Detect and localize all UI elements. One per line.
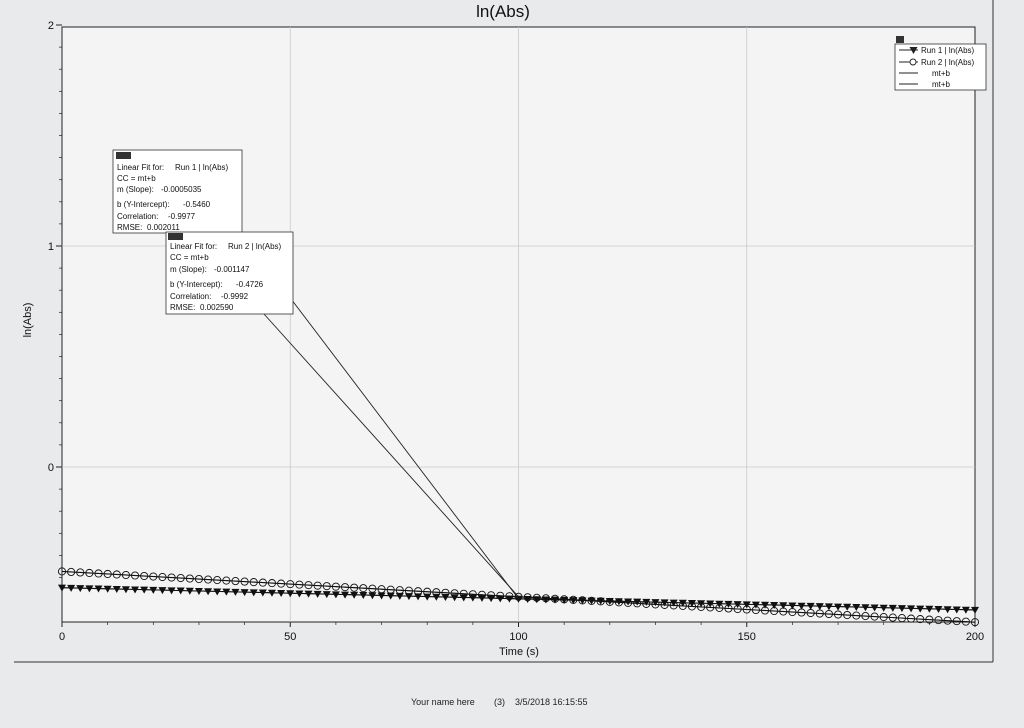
fit-1-rmse-label: RMSE: — [117, 223, 142, 232]
footer-name: Your name here — [411, 697, 475, 707]
legend-handle-icon[interactable] — [896, 36, 904, 43]
fit-2-slope: -0.001147 — [214, 265, 250, 274]
fit-2-equation: CC = mt+b — [170, 253, 209, 262]
x-axis-label: Time (s) — [499, 646, 539, 658]
footer-timestamp: 3/5/2018 16:15:55 — [515, 697, 588, 707]
data-point-triangle — [971, 606, 979, 614]
fit-box-run-2[interactable]: Linear Fit for: Run 2 | ln(Abs) CC = mt+… — [165, 231, 294, 315]
legend-label-run-1: Run 1 | ln(Abs) — [921, 46, 975, 55]
fit-box-handle-icon[interactable] — [168, 233, 183, 240]
fit-2-rmse: 0.002590 — [200, 303, 234, 312]
x-tick-label: 50 — [284, 631, 296, 643]
y-tick-label: 0 — [48, 462, 54, 474]
legend-label-run-2: Run 2 | ln(Abs) — [921, 58, 975, 67]
x-ticks: 0 50 100 150 200 — [59, 622, 984, 643]
y-tick-label: 1 — [48, 241, 54, 253]
fit-callout-line — [263, 313, 519, 598]
fit-2-correlation: -0.9992 — [221, 292, 249, 301]
fit-1-equation: CC = mt+b — [117, 174, 156, 183]
y-axis-label: ln(Abs) — [22, 303, 34, 338]
fit-2-rmse-label: RMSE: — [170, 303, 195, 312]
fit-line — [61, 587, 976, 611]
fit-lines — [61, 570, 976, 623]
fit-2-intercept: -0.4726 — [236, 280, 264, 289]
fit-1-title-prefix: Linear Fit for: — [117, 163, 164, 172]
fit-1-title-run: Run 1 | ln(Abs) — [175, 163, 229, 172]
fit-2-intercept-label: b (Y-Intercept): — [170, 280, 223, 289]
fit-line — [61, 570, 976, 623]
fit-2-title-run: Run 2 | ln(Abs) — [228, 242, 282, 251]
fit-2-title-prefix: Linear Fit for: — [170, 242, 217, 251]
y-tick-label: 2 — [48, 20, 54, 32]
legend-label-fit-2: mt+b — [932, 80, 951, 89]
legend[interactable]: Run 1 | ln(Abs) Run 2 | ln(Abs) mt+b mt+… — [894, 36, 987, 91]
y-ticks: 0 1 2 — [48, 20, 62, 578]
footer-run: (3) — [494, 697, 505, 707]
fit-1-slope-label: m (Slope): — [117, 185, 154, 194]
fit-box-handle-icon[interactable] — [116, 152, 131, 159]
x-tick-label: 150 — [738, 631, 756, 643]
legend-label-fit-1: mt+b — [932, 69, 951, 78]
fit-1-slope: -0.0005035 — [161, 185, 202, 194]
grid-lines — [62, 27, 975, 622]
x-tick-label: 100 — [509, 631, 527, 643]
fit-1-correlation: -0.9977 — [168, 212, 196, 221]
x-tick-label: 200 — [966, 631, 984, 643]
fit-1-rmse: 0.002011 — [147, 223, 180, 232]
fit-2-slope-label: m (Slope): — [170, 265, 207, 274]
fit-1-intercept-label: b (Y-Intercept): — [117, 200, 170, 209]
fit-1-correlation-label: Correlation: — [117, 212, 158, 221]
legend-triangle-icon — [909, 47, 918, 54]
fit-1-intercept: -0.5460 — [183, 200, 211, 209]
x-tick-label: 0 — [59, 631, 65, 643]
fit-2-correlation-label: Correlation: — [170, 292, 211, 301]
legend-circle-icon — [909, 58, 917, 66]
chart-title: ln(Abs) — [476, 2, 530, 21]
fit-box-run-1[interactable]: Linear Fit for: Run 1 | ln(Abs) CC = mt+… — [112, 149, 243, 234]
